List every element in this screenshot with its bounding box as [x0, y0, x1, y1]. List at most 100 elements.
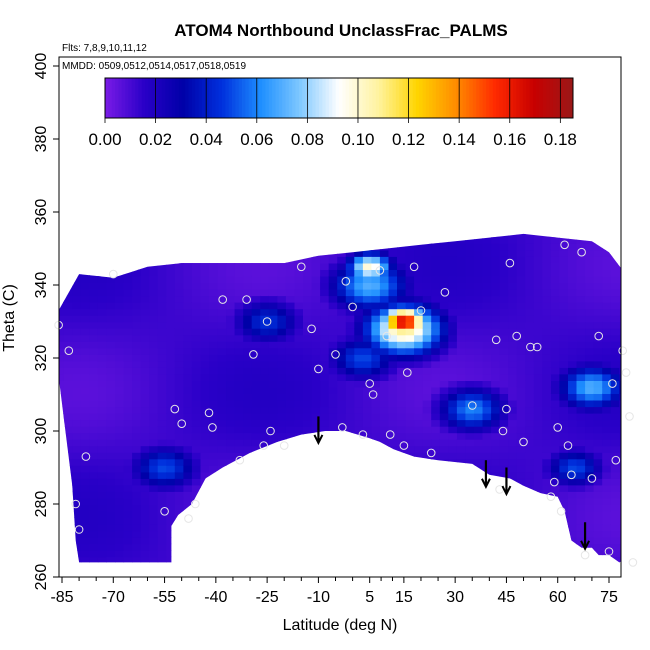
heat-cell	[226, 556, 236, 563]
heat-cell	[123, 465, 133, 473]
heat-cell	[499, 465, 509, 473]
heat-cell	[508, 550, 518, 558]
heat-cell	[89, 406, 99, 414]
heat-cell	[132, 334, 142, 342]
heat-cell	[277, 380, 287, 388]
heat-cell	[337, 452, 347, 460]
heat-cell	[465, 236, 475, 244]
heat-cell	[610, 556, 620, 563]
heat-cell	[268, 510, 278, 518]
heat-cell	[508, 321, 518, 329]
heat-cell	[157, 497, 167, 505]
heat-cell	[294, 328, 304, 336]
colorbar-swatch	[208, 78, 213, 118]
heat-cell	[157, 458, 167, 466]
heat-cell	[371, 419, 381, 427]
heat-cell	[311, 550, 321, 558]
heat-cell	[362, 517, 372, 525]
heat-cell	[499, 524, 509, 532]
heat-cell	[277, 295, 287, 303]
heat-cell	[72, 315, 82, 323]
heat-cell	[63, 530, 73, 538]
heat-cell	[200, 445, 210, 453]
heat-cell	[115, 413, 125, 421]
heat-cell	[106, 282, 116, 290]
heat-cell	[157, 484, 167, 492]
heat-cell	[200, 465, 210, 473]
heat-cell	[516, 328, 526, 336]
heat-cell	[252, 563, 261, 570]
heat-cell	[277, 275, 287, 283]
heat-cell	[140, 465, 150, 473]
heat-cell	[328, 233, 338, 238]
heat-cell	[217, 315, 227, 323]
heat-cell	[431, 484, 441, 492]
heat-cell	[80, 406, 90, 414]
heat-cell	[474, 236, 484, 244]
heat-cell	[345, 465, 355, 473]
heat-cell	[294, 386, 304, 394]
heat-cell	[123, 445, 133, 453]
heat-cell	[217, 504, 227, 512]
heat-cell	[559, 233, 569, 238]
heat-cell	[533, 256, 543, 264]
heat-cell	[72, 471, 82, 479]
colorbar-swatch	[369, 78, 373, 118]
heat-cell	[525, 275, 535, 283]
heat-cell	[559, 530, 569, 538]
heat-cell	[277, 471, 287, 479]
heat-cell	[482, 295, 492, 303]
heat-cell	[80, 308, 90, 316]
heat-cell	[594, 563, 603, 570]
heat-cell	[123, 334, 133, 342]
heat-cell	[226, 262, 236, 270]
heat-cell	[431, 249, 441, 257]
heat-cell	[260, 426, 270, 434]
heat-cell	[354, 236, 364, 244]
heat-cell	[379, 328, 389, 336]
heat-cell	[328, 393, 338, 401]
heat-cell	[602, 282, 612, 290]
heat-cell	[132, 341, 142, 349]
observation-point	[279, 441, 289, 450]
heat-cell	[337, 465, 347, 473]
heat-cell	[491, 386, 501, 394]
heat-cell	[132, 295, 142, 303]
heat-cell	[354, 517, 364, 525]
heat-cell	[115, 563, 124, 570]
heat-cell	[200, 328, 210, 336]
heat-cell	[89, 262, 99, 270]
heat-cell	[533, 308, 543, 316]
heat-cell	[285, 341, 295, 349]
heat-cell	[542, 517, 552, 525]
heat-cell	[388, 478, 398, 486]
heat-cell	[268, 360, 278, 368]
heat-cell	[149, 426, 159, 434]
heat-cell	[474, 537, 484, 545]
heat-cell	[243, 236, 253, 244]
heat-cell	[363, 563, 372, 570]
heat-cell	[533, 543, 543, 551]
colorbar-swatch	[499, 78, 504, 118]
heat-cell	[345, 550, 355, 558]
observation-point	[416, 306, 426, 315]
heat-cell	[431, 262, 441, 270]
heat-cell	[397, 367, 407, 375]
heat-cell	[337, 233, 347, 238]
heat-cell	[465, 386, 475, 394]
heat-cell	[345, 295, 355, 303]
heat-cell	[97, 400, 107, 408]
heat-cell	[362, 275, 372, 283]
heat-cell	[234, 262, 244, 270]
heat-cell	[132, 275, 142, 283]
heat-cell	[115, 321, 125, 329]
heat-cell	[533, 426, 543, 434]
heat-cell	[311, 471, 321, 479]
heat-cell	[285, 406, 295, 414]
heat-cell	[491, 328, 501, 336]
heat-cell	[439, 347, 449, 355]
heat-cell	[371, 308, 381, 316]
heat-cell	[550, 360, 560, 368]
heat-cell	[602, 393, 612, 401]
heat-cell	[303, 282, 313, 290]
